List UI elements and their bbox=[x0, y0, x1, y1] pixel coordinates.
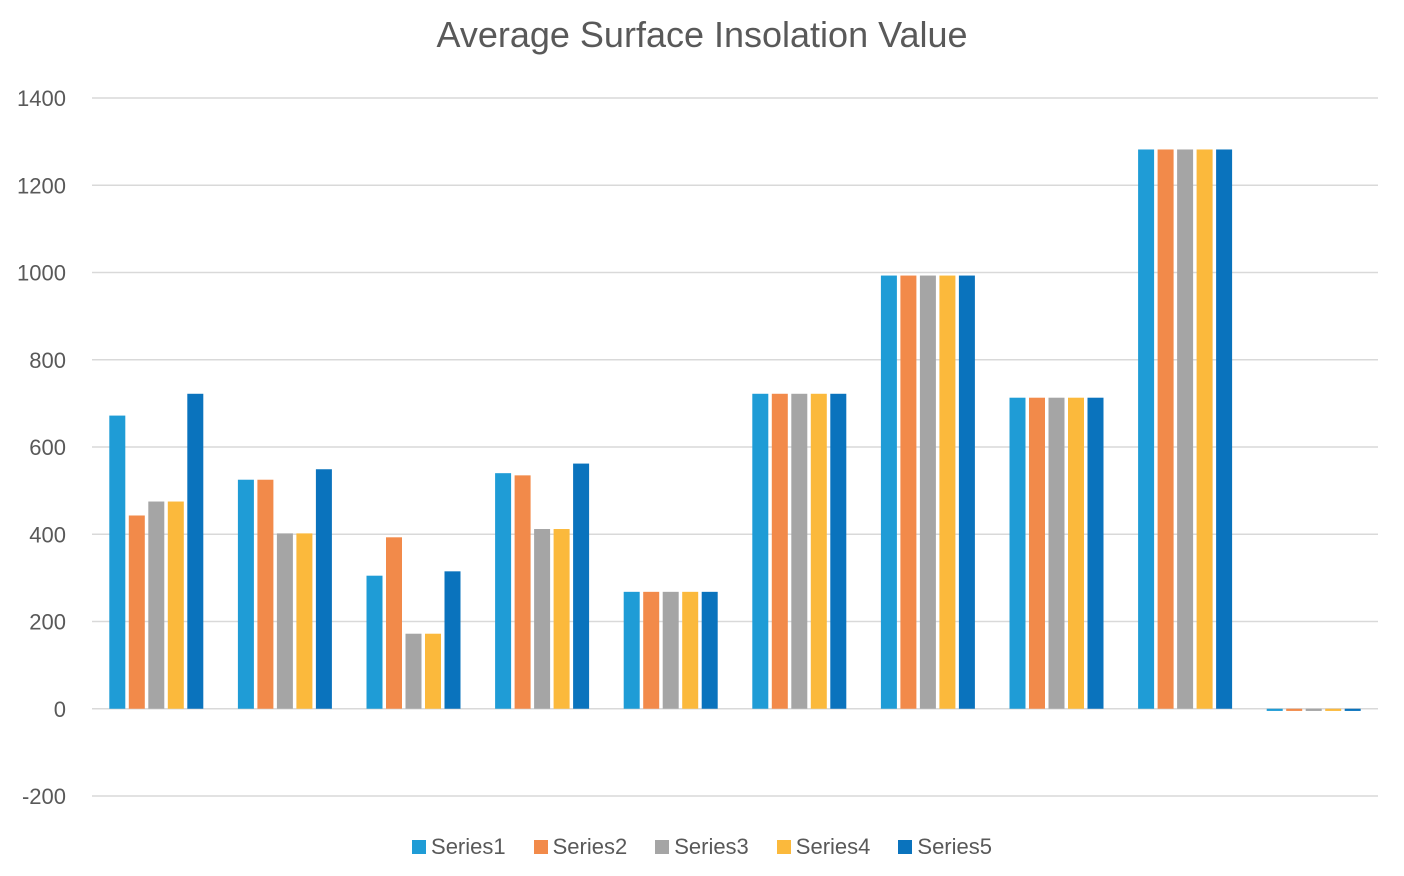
y-tick-label: -200 bbox=[22, 784, 66, 809]
legend: Series1 Series2 Series3 Series4 Series5 bbox=[0, 834, 1404, 860]
bar-series4-cat6 bbox=[810, 393, 827, 709]
bar-series1-cat1 bbox=[109, 415, 126, 709]
bar-series4-cat5 bbox=[682, 591, 699, 709]
legend-swatch bbox=[655, 840, 670, 854]
legend-item-series4[interactable]: Series4 bbox=[776, 834, 871, 860]
legend-swatch bbox=[533, 840, 548, 854]
bar-series1-cat4 bbox=[495, 473, 512, 709]
bar-series2-cat5 bbox=[643, 591, 660, 709]
bar-series2-cat10 bbox=[1286, 708, 1303, 711]
legend-item-series2[interactable]: Series2 bbox=[533, 834, 628, 860]
bar-series3-cat10 bbox=[1305, 708, 1322, 711]
legend-label: Series3 bbox=[674, 834, 749, 859]
bar-series2-cat7 bbox=[900, 275, 917, 709]
bar-series5-cat2 bbox=[315, 469, 332, 709]
bar-series2-cat4 bbox=[514, 475, 531, 709]
bar-series2-cat9 bbox=[1157, 149, 1174, 709]
legend-item-series5[interactable]: Series5 bbox=[898, 834, 992, 860]
legend-swatch bbox=[898, 840, 913, 854]
y-tick-label: 400 bbox=[29, 522, 66, 547]
bar-series3-cat3 bbox=[405, 633, 422, 709]
bar-series4-cat2 bbox=[296, 533, 313, 709]
bar-series3-cat4 bbox=[534, 529, 551, 709]
bar-series3-cat5 bbox=[662, 591, 679, 709]
bar-series2-cat1 bbox=[128, 515, 145, 709]
bar-series2-cat8 bbox=[1029, 397, 1045, 709]
legend-item-series3[interactable]: Series3 bbox=[655, 834, 749, 860]
bar-series4-cat10 bbox=[1325, 708, 1342, 711]
bar-series3-cat8 bbox=[1048, 397, 1065, 709]
bar-series1-cat5 bbox=[623, 591, 640, 709]
legend-item-series1[interactable]: Series1 bbox=[412, 834, 506, 860]
y-tick-label: 600 bbox=[29, 435, 66, 460]
bar-series4-cat8 bbox=[1068, 397, 1084, 709]
bar-series4-cat1 bbox=[167, 501, 184, 709]
bar-series1-cat2 bbox=[237, 479, 254, 709]
bar-series5-cat10 bbox=[1344, 708, 1361, 711]
bar-series3-cat1 bbox=[148, 501, 165, 709]
bar-series5-cat3 bbox=[444, 571, 461, 709]
legend-swatch bbox=[776, 840, 791, 854]
legend-label: Series1 bbox=[431, 834, 506, 859]
y-tick-label: 0 bbox=[54, 697, 66, 722]
bar-series1-cat9 bbox=[1138, 149, 1155, 709]
bar-series4-cat4 bbox=[553, 529, 570, 709]
bar-series3-cat6 bbox=[791, 393, 808, 709]
bar-series5-cat4 bbox=[573, 463, 590, 709]
bar-series5-cat9 bbox=[1216, 149, 1233, 709]
legend-swatch bbox=[412, 840, 427, 854]
bar-series2-cat2 bbox=[257, 479, 274, 709]
y-tick-label: 1000 bbox=[17, 261, 66, 286]
bar-series1-cat10 bbox=[1266, 708, 1283, 711]
y-tick-label: 1200 bbox=[17, 173, 66, 198]
bar-series1-cat8 bbox=[1009, 397, 1026, 709]
bar-series1-cat3 bbox=[366, 575, 383, 709]
bar-series5-cat6 bbox=[830, 393, 847, 709]
bar-series1-cat6 bbox=[752, 393, 769, 709]
bar-series3-cat9 bbox=[1177, 149, 1194, 709]
legend-label: Series5 bbox=[917, 834, 992, 859]
bar-series5-cat1 bbox=[187, 393, 204, 709]
bar-series1-cat7 bbox=[880, 275, 897, 709]
bar-series5-cat7 bbox=[958, 275, 975, 709]
y-axis-tick-labels: 1400 1200 1000 800 600 400 200 0 -200 bbox=[17, 86, 66, 809]
bar-series4-cat7 bbox=[939, 275, 956, 709]
bar-series3-cat7 bbox=[919, 275, 936, 709]
bar-series4-cat9 bbox=[1196, 149, 1213, 709]
bar-series5-cat8 bbox=[1087, 397, 1104, 709]
y-tick-label: 200 bbox=[29, 610, 66, 635]
bar-series5-cat5 bbox=[701, 591, 718, 709]
chart-title: Average Surface Insolation Value bbox=[436, 14, 968, 55]
legend-label: Series2 bbox=[552, 834, 628, 859]
bars bbox=[109, 149, 1361, 711]
y-tick-label: 800 bbox=[29, 348, 66, 373]
legend-label: Series4 bbox=[795, 834, 871, 859]
bar-series4-cat3 bbox=[425, 633, 441, 709]
y-tick-label: 1400 bbox=[17, 86, 66, 111]
bar-series3-cat2 bbox=[276, 533, 293, 709]
bar-series2-cat3 bbox=[386, 537, 402, 709]
bar-series2-cat6 bbox=[771, 393, 788, 709]
